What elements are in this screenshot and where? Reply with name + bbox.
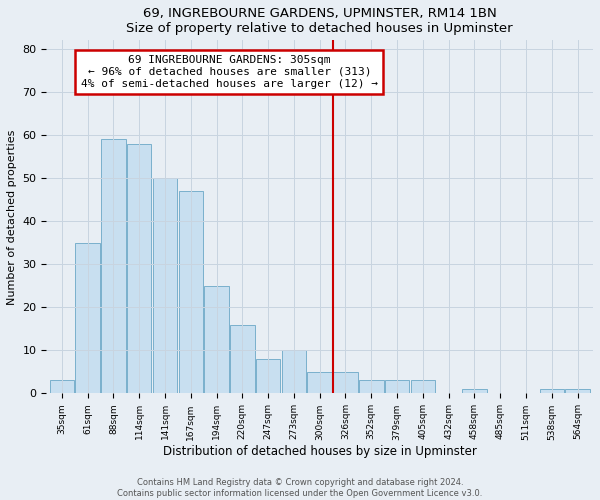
Text: 69 INGREBOURNE GARDENS: 305sqm
← 96% of detached houses are smaller (313)
4% of : 69 INGREBOURNE GARDENS: 305sqm ← 96% of … (81, 56, 378, 88)
Bar (153, 178, 177, 394)
Bar (179, 191, 203, 394)
Bar (127, 144, 151, 394)
Bar (307, 372, 332, 394)
Bar (539, 389, 564, 394)
Bar (50, 380, 74, 394)
Bar (385, 380, 409, 394)
Bar (565, 389, 590, 394)
X-axis label: Distribution of detached houses by size in Upminster: Distribution of detached houses by size … (163, 445, 476, 458)
Bar (256, 359, 280, 394)
Bar (333, 372, 358, 394)
Bar (101, 140, 125, 394)
Title: 69, INGREBOURNE GARDENS, UPMINSTER, RM14 1BN
Size of property relative to detach: 69, INGREBOURNE GARDENS, UPMINSTER, RM14… (127, 7, 513, 35)
Text: Contains HM Land Registry data © Crown copyright and database right 2024.
Contai: Contains HM Land Registry data © Crown c… (118, 478, 482, 498)
Bar (230, 324, 254, 394)
Bar (76, 242, 100, 394)
Bar (462, 389, 487, 394)
Bar (410, 380, 435, 394)
Bar (204, 286, 229, 394)
Bar (359, 380, 383, 394)
Bar (281, 350, 306, 394)
Y-axis label: Number of detached properties: Number of detached properties (7, 129, 17, 304)
